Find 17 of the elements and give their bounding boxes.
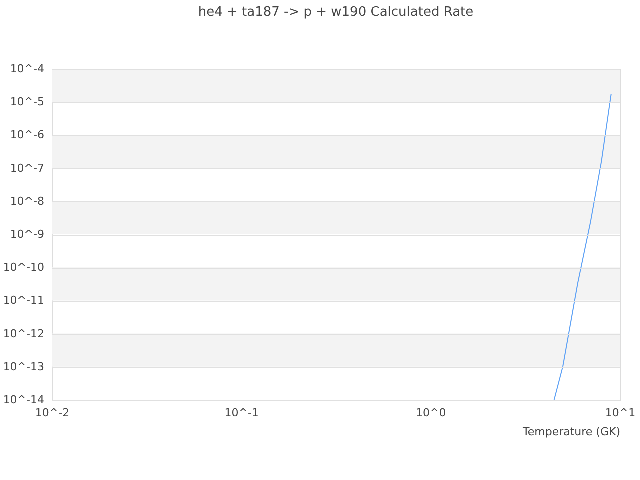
x-tick-label: 10^-2 (35, 406, 70, 420)
x-axis-title: Temperature (GK) (522, 426, 620, 438)
y-tick-label: 10^-11 (3, 294, 44, 308)
y-tick-label: 10^-10 (3, 261, 44, 274)
y-tick-label: 10^-12 (3, 327, 44, 340)
y-tick-label: 10^-14 (3, 394, 44, 406)
y-tick-label: 10^-7 (10, 162, 44, 175)
y-tick-label: 10^-5 (10, 96, 44, 109)
y-tick-label: 10^-9 (10, 228, 44, 241)
x-tick-label: 10^1 (605, 406, 636, 420)
x-tick-label: 10^0 (416, 406, 446, 420)
y-tick-label: 10^-8 (10, 194, 44, 208)
y-tick-label: 10^-4 (10, 62, 44, 76)
chart-title: he4 + ta187 -> p + w190 Calculated Rate (198, 5, 474, 20)
y-tick-label: 10^-6 (10, 128, 44, 142)
x-tick-label: 10^-1 (224, 406, 259, 420)
y-tick-label: 10^-13 (3, 360, 44, 374)
